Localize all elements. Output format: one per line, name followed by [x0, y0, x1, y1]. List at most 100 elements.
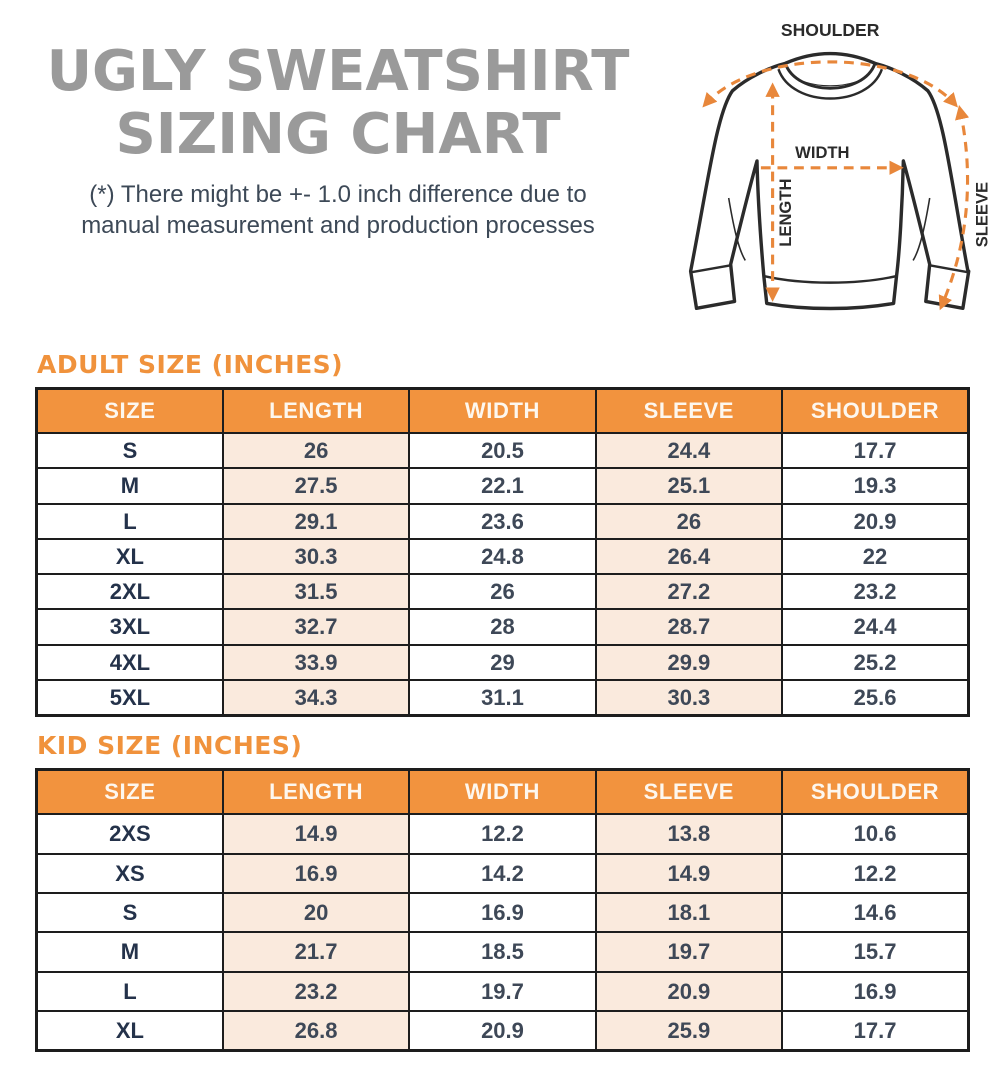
value-cell: 26.8: [221, 1009, 411, 1052]
column-header-width: WIDTH: [408, 387, 597, 434]
column-header-size: SIZE: [35, 387, 224, 434]
value-cell: 26: [408, 573, 597, 611]
value-cell: 14.2: [408, 852, 597, 894]
page-title: UGLY SWEATSHIRT SIZING CHART: [0, 40, 676, 167]
value-cell: 24.4: [781, 608, 970, 646]
header-section: UGLY SWEATSHIRT SIZING CHART (*) There m…: [0, 0, 1000, 346]
table-row: L 23.2 19.7 20.9 16.9: [35, 970, 970, 1012]
table-row: S 26 20.5 24.4 17.7: [35, 431, 970, 470]
value-cell: 20.9: [594, 970, 784, 1012]
value-cell: 29.1: [221, 502, 411, 540]
adult-size-section: ADULT SIZE (INCHES) SIZE LENGTH WIDTH SLEEV…: [0, 350, 1000, 718]
value-cell: 29: [408, 643, 597, 682]
value-cell: 20.9: [408, 1009, 597, 1052]
table-row: XS 16.9 14.2 14.9 12.2: [35, 852, 970, 894]
value-cell: 15.7: [781, 931, 970, 973]
column-header-shoulder: SHOULDER: [781, 387, 970, 434]
value-cell: 19.7: [408, 970, 597, 1012]
value-cell: 25.2: [781, 643, 970, 682]
value-cell: 10.6: [781, 813, 970, 855]
value-cell: 25.9: [594, 1009, 784, 1052]
table-row: 2XS 14.9 12.2 13.8 10.6: [35, 813, 970, 855]
sleeve-label: SLEEVE: [972, 182, 991, 247]
column-header-size: SIZE: [35, 768, 224, 816]
value-cell: 12.2: [781, 852, 970, 894]
value-cell: 24.8: [408, 537, 597, 576]
value-cell: 20.9: [781, 502, 970, 540]
value-cell: 22.1: [408, 467, 597, 505]
table-row: 3XL 32.7 28 28.7 24.4: [35, 608, 970, 646]
size-cell: XS: [35, 852, 224, 894]
value-cell: 18.1: [594, 891, 784, 934]
table-row: M 21.7 18.5 19.7 15.7: [35, 931, 970, 973]
table-row: XL 30.3 24.8 26.4 22: [35, 537, 970, 576]
value-cell: 30.3: [221, 537, 411, 576]
table-row: 4XL 33.9 29 29.9 25.2: [35, 643, 970, 682]
value-cell: 14.9: [594, 852, 784, 894]
value-cell: 27.5: [221, 467, 411, 505]
value-cell: 19.3: [781, 467, 970, 505]
value-cell: 16.9: [781, 970, 970, 1012]
column-header-length: LENGTH: [221, 387, 411, 434]
size-cell: S: [35, 891, 224, 934]
size-cell: 4XL: [35, 643, 224, 682]
sweatshirt-measurement-diagram: SHOULDER WIDTH LENGTH SLEEVE: [676, 0, 1000, 346]
value-cell: 16.9: [408, 891, 597, 934]
value-cell: 32.7: [221, 608, 411, 646]
value-cell: 23.2: [781, 573, 970, 611]
length-label: LENGTH: [776, 179, 795, 247]
adult-size-table: SIZE LENGTH WIDTH SLEEVE SHOULDER S 26 20.5 24.…: [35, 387, 970, 718]
value-cell: 14.6: [781, 891, 970, 934]
width-label: WIDTH: [795, 143, 849, 162]
value-cell: 14.9: [221, 813, 411, 855]
kid-header-row: SIZE LENGTH WIDTH SLEEVE SHOULDER: [35, 768, 970, 816]
table-row: XL 26.8 20.9 25.9 17.7: [35, 1009, 970, 1052]
title-block: UGLY SWEATSHIRT SIZING CHART (*) There m…: [0, 0, 676, 346]
disclaimer-text: (*) There might be +- 1.0 inch differenc…: [0, 179, 676, 242]
column-header-width: WIDTH: [408, 768, 597, 816]
value-cell: 33.9: [221, 643, 411, 682]
sweatshirt-outline: [688, 51, 971, 311]
size-cell: M: [35, 467, 224, 505]
collar-neckline: [783, 62, 877, 90]
column-header-shoulder: SHOULDER: [781, 768, 970, 816]
value-cell: 18.5: [408, 931, 597, 973]
size-cell: XL: [35, 537, 224, 576]
value-cell: 19.7: [594, 931, 784, 973]
value-cell: 25.1: [594, 467, 784, 505]
value-cell: 17.7: [781, 1009, 970, 1052]
value-cell: 30.3: [594, 679, 784, 717]
value-cell: 23.6: [408, 502, 597, 540]
sweatshirt-diagram-svg: SHOULDER WIDTH LENGTH SLEEVE: [688, 20, 991, 311]
size-cell: 2XL: [35, 573, 224, 611]
kid-size-section: KID SIZE (INCHES) SIZE LENGTH WIDTH SLEEVE S…: [0, 731, 1000, 1053]
disclaimer-line1: (*) There might be +- 1.0 inch differenc…: [89, 180, 587, 208]
disclaimer-line2: manual measurement and production proces…: [81, 212, 595, 240]
size-cell: 3XL: [35, 608, 224, 646]
value-cell: 22: [781, 537, 970, 576]
sleeve-arrow: [938, 104, 970, 311]
table-row: L 29.1 23.6 26 20.9: [35, 502, 970, 540]
value-cell: 26: [594, 502, 784, 540]
value-cell: 20: [221, 891, 411, 934]
value-cell: 12.2: [408, 813, 597, 855]
column-header-sleeve: SLEEVE: [594, 387, 784, 434]
value-cell: 17.7: [781, 431, 970, 470]
value-cell: 31.5: [221, 573, 411, 611]
size-cell: 5XL: [35, 679, 224, 717]
value-cell: 21.7: [221, 931, 411, 973]
table-row: 2XL 31.5 26 27.2 23.2: [35, 573, 970, 611]
right-sleeve-crease: [912, 197, 931, 261]
table-row: S 20 16.9 18.1 14.6: [35, 891, 970, 934]
value-cell: 26.4: [594, 537, 784, 576]
value-cell: 27.2: [594, 573, 784, 611]
shoulder-label: SHOULDER: [781, 20, 880, 40]
size-cell: M: [35, 931, 224, 973]
page-title-line2: SIZING CHART: [115, 102, 561, 168]
value-cell: 28: [408, 608, 597, 646]
value-cell: 20.5: [408, 431, 597, 470]
collar-rib-line2: [785, 67, 875, 89]
value-cell: 28.7: [594, 608, 784, 646]
shoulder-arrow: [702, 60, 958, 108]
left-cuff-seam: [691, 264, 731, 274]
